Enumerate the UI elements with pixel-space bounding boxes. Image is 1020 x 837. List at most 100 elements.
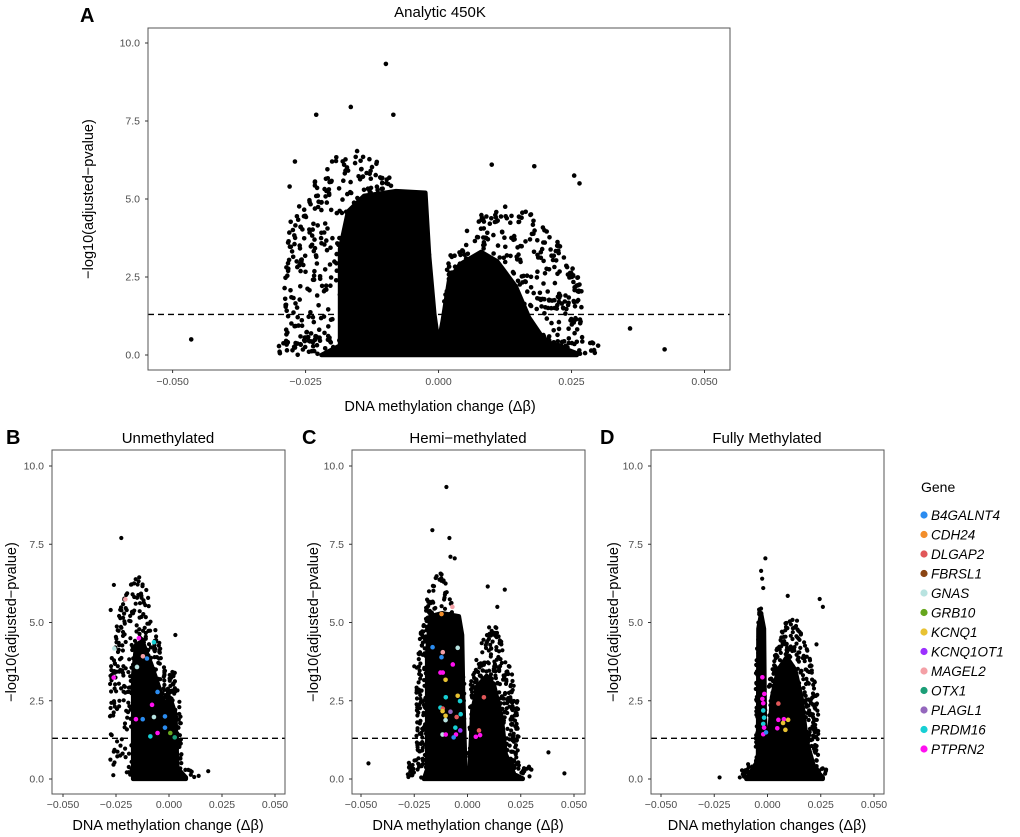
data-point [522, 769, 527, 774]
data-point [138, 645, 143, 650]
data-point [402, 256, 407, 262]
data-point [418, 302, 423, 308]
legend-label: B4GALNT4 [931, 508, 1000, 523]
data-point [754, 776, 759, 781]
data-point [351, 207, 356, 212]
gene-point-kcnq1 [443, 677, 448, 683]
data-point [330, 344, 336, 350]
data-point [469, 762, 474, 767]
data-point [442, 595, 447, 600]
data-point [425, 302, 430, 307]
gene-point-dlgap2 [476, 728, 482, 733]
data-point [774, 757, 780, 762]
data-point [376, 199, 382, 205]
data-point [286, 266, 291, 272]
data-point [456, 286, 462, 292]
data-point [316, 327, 322, 333]
data-point [802, 643, 808, 648]
data-point [123, 755, 128, 760]
data-point [424, 340, 430, 345]
data-point [394, 342, 400, 348]
data-point [776, 775, 781, 780]
data-point [374, 161, 379, 167]
data-point [327, 338, 333, 344]
data-point [388, 341, 394, 347]
data-point [429, 340, 434, 346]
data-point [155, 699, 160, 705]
data-point [768, 703, 773, 708]
data-point [118, 743, 123, 748]
data-point [417, 349, 422, 354]
data-point [802, 656, 807, 661]
data-point [301, 337, 307, 343]
data-point [768, 765, 773, 770]
gene-point-kcnq1 [455, 693, 461, 699]
data-point [801, 685, 806, 691]
data-point [811, 733, 816, 738]
data-point [470, 754, 475, 760]
data-point [429, 775, 434, 780]
data-point [444, 484, 449, 490]
data-point [128, 674, 133, 679]
data-point [298, 257, 304, 263]
data-point [812, 717, 817, 722]
data-point [475, 235, 481, 240]
data-point [497, 702, 502, 707]
data-point [301, 236, 307, 241]
data-point [464, 228, 470, 234]
gene-point-kcnq1ot1 [457, 728, 463, 733]
data-point [784, 650, 790, 655]
data-point [544, 266, 549, 272]
data-point [486, 716, 491, 721]
data-point [717, 775, 722, 780]
data-point [436, 720, 441, 725]
data-point [358, 158, 363, 164]
data-point [458, 281, 463, 287]
data-point [440, 621, 445, 626]
data-point [472, 675, 477, 681]
data-point [472, 328, 478, 334]
data-point [415, 703, 420, 708]
data-point [452, 264, 458, 270]
data-point [315, 193, 321, 198]
data-point [507, 295, 512, 300]
data-point [438, 776, 443, 781]
data-point [306, 338, 312, 344]
data-point [444, 758, 449, 764]
data-point [143, 630, 148, 636]
data-point [415, 241, 421, 247]
data-point [542, 271, 548, 276]
data-point [571, 279, 576, 285]
data-point [442, 744, 448, 749]
data-point [109, 664, 114, 669]
data-point [502, 235, 507, 240]
data-point [385, 181, 391, 187]
data-point [758, 613, 763, 619]
data-point [445, 753, 450, 758]
data-point [797, 681, 802, 686]
data-point [479, 768, 484, 773]
data-point [746, 764, 751, 770]
data-point [343, 284, 349, 290]
data-point [413, 314, 418, 319]
legend-item-dlgap2: DLGAP2 [920, 547, 985, 562]
data-point [503, 709, 508, 714]
data-point [793, 758, 798, 763]
data-point [480, 680, 485, 685]
data-point [384, 177, 390, 182]
data-point [566, 340, 572, 346]
data-point [297, 246, 303, 251]
data-point [788, 697, 793, 703]
x-tick-label: 0.025 [508, 799, 534, 811]
data-point [142, 646, 147, 652]
data-point [517, 331, 523, 336]
data-point [501, 696, 506, 701]
data-point [458, 767, 463, 773]
x-tick-label: 0.050 [561, 799, 587, 811]
data-point [121, 615, 126, 620]
data-point [324, 200, 330, 205]
data-point [322, 242, 327, 247]
data-point [167, 707, 172, 712]
data-point [310, 227, 316, 232]
